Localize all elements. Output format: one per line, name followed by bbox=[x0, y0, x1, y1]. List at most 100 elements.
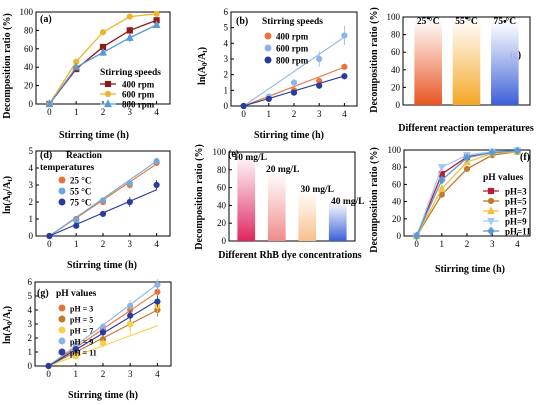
panel-a-xlabel: Stirring time (h) bbox=[59, 130, 129, 141]
panel-a-point bbox=[126, 13, 133, 20]
panel-b-point bbox=[341, 73, 348, 80]
panel-c-bar-label: 25 °C bbox=[417, 16, 440, 27]
panel-c-bar bbox=[491, 21, 519, 105]
panel-g-xtick-label: 3 bbox=[128, 369, 133, 379]
panel-b-xtick-label: 0 bbox=[241, 109, 246, 119]
panel-f-point bbox=[463, 153, 471, 163]
panel-g-xtick-label: 2 bbox=[101, 369, 106, 379]
panel-b-xtick-label: 3 bbox=[317, 109, 322, 119]
panel-d-ylabel: ln(A0/At) bbox=[2, 176, 14, 214]
panel-d-xlabel: Stirring time (h) bbox=[67, 260, 137, 271]
panel-d-ytick-label: 4 bbox=[29, 163, 34, 173]
panel-f-legend-label: pH=11 bbox=[505, 227, 531, 237]
panel-d-point bbox=[99, 197, 107, 204]
panel-f-legend: pH=3pH=5pH=7pH=9pH=11 bbox=[483, 187, 531, 237]
panel-f-legend-marker bbox=[487, 197, 495, 205]
panel-d-legend-label: 25 °C bbox=[70, 176, 91, 186]
panel-g-legend-title: pH values bbox=[56, 289, 97, 299]
panel-e-bar-label: 30 mg/L bbox=[300, 185, 334, 195]
panel-g-ytick-label: 6 bbox=[28, 277, 33, 287]
panel-g-ytick-label: 2 bbox=[28, 333, 33, 343]
panel-f-legend-marker bbox=[487, 187, 495, 195]
panel-a-ytick-label: 80 bbox=[24, 25, 34, 35]
panel-d-ytick-label: 2 bbox=[29, 197, 34, 207]
panel-b-ylabel-main: ln(A bbox=[197, 65, 208, 85]
panel-f-xtick-label: 0 bbox=[414, 239, 419, 249]
panel-b-ytick-label: 4 bbox=[224, 38, 229, 48]
panel-g-ylabel-mid: /A bbox=[2, 311, 13, 323]
panel-b-ylabel-subt: t bbox=[201, 50, 209, 53]
panel-d-ytick-label: 0 bbox=[29, 231, 34, 241]
panel-e-axes: 0 20 40 60 80 100 bbox=[213, 147, 356, 246]
panel-b-axes: 0 1 2 3 4 5 6 0 1 2 3 4 bbox=[224, 7, 358, 119]
panel-g-xtick-label: 0 bbox=[46, 369, 51, 379]
panel-b-point bbox=[290, 89, 298, 96]
panel-c-bar-label: 55 °C bbox=[455, 16, 478, 27]
panel-b-xtick-label: 2 bbox=[292, 109, 297, 119]
panel-g-point bbox=[127, 320, 134, 328]
panel-e-ytick-label: 0 bbox=[222, 236, 227, 246]
panel-d-legend: 25 °C55 °C75 °C bbox=[58, 176, 91, 208]
panel-b-point bbox=[341, 32, 348, 39]
panel-d-point bbox=[73, 222, 80, 229]
panel-d-legend-marker bbox=[58, 198, 66, 206]
panel-f-legend-marker bbox=[487, 226, 495, 236]
panel-f-xtick-label: 3 bbox=[490, 239, 495, 249]
panel-c-ytick-label: 100 bbox=[387, 12, 401, 22]
panel-b-point bbox=[265, 95, 272, 103]
panel-g-xtick-label: 1 bbox=[74, 369, 79, 379]
panel-d: ln(A0/At) Stirring time (h) (d) Reaction… bbox=[2, 150, 137, 271]
panel-g-legend-marker bbox=[58, 337, 66, 345]
panel-e-xlabel: Different RhB dye concentrations bbox=[218, 250, 362, 261]
panel-f-point bbox=[463, 165, 471, 173]
panel-a-point bbox=[99, 47, 107, 56]
panel-a-ytick-label: 0 bbox=[29, 99, 34, 109]
panel-e-bars: 10 mg/L 20 mg/L30 mg/L 40 mg/L bbox=[233, 153, 365, 241]
panel-d-axes: 0 1 2 3 4 5 0 1 2 3 4 bbox=[29, 146, 171, 249]
panel-d-ytick-label: 5 bbox=[29, 146, 34, 156]
panel-c-bars: 25 °C 55 °C 75 °C bbox=[414, 16, 519, 106]
panel-g-ylabel: ln(A0/At) bbox=[2, 306, 14, 344]
panel-g: ln(A0/At) Stirring time (h) (g) pH value… bbox=[2, 288, 138, 401]
panel-f-legend-marker bbox=[487, 217, 495, 226]
panel-g-legend-label: pH = 11 bbox=[70, 349, 97, 358]
panel-f-point bbox=[412, 231, 421, 241]
panel-a-point bbox=[126, 27, 133, 34]
panel-g-ytick-label: 0 bbox=[28, 361, 33, 371]
panel-g-point bbox=[127, 302, 134, 309]
panel-c-ylabel: Decomposition ratio (%) bbox=[369, 7, 380, 113]
panel-g-series bbox=[45, 279, 161, 370]
panel-b: ln(A0/At) Stirring time (h) (b) Stirring… bbox=[197, 16, 324, 141]
panel-b-ytick-label: 1 bbox=[224, 85, 229, 95]
panel-a-xtick-label: 0 bbox=[47, 107, 52, 117]
panel-g-legend-label: pH = 3 bbox=[70, 305, 93, 314]
panel-b-point bbox=[316, 82, 323, 89]
panel-d-series bbox=[46, 157, 160, 240]
panel-f: Decomposition ratio (%) Stirring time (h… bbox=[369, 147, 530, 275]
panel-f-ylabel: Decomposition ratio (%) bbox=[369, 147, 380, 253]
panel-b-fit-line bbox=[243, 66, 345, 107]
panel-g-ylabel-sub0: 0 bbox=[6, 321, 14, 325]
panel-d-ylabel-sub0: 0 bbox=[6, 191, 14, 195]
panel-a-label: (a) bbox=[40, 14, 52, 25]
panel-b-legend: 400 rpm 600 rpm 800 rpm bbox=[264, 32, 309, 66]
panel-g-axes: 0 1 2 3 4 5 6 0 1 2 3 4 bbox=[28, 277, 172, 379]
panel-a-legend-label: 400 rpm bbox=[122, 80, 155, 90]
panel-e-ytick-label: 40 bbox=[217, 200, 227, 210]
panel-f-point bbox=[437, 183, 446, 192]
panel-d-legend-marker bbox=[58, 176, 66, 184]
panel-d-point bbox=[46, 232, 53, 240]
panel-g-legend-marker bbox=[58, 315, 66, 323]
panel-f-axes: 0 20 40 60 80 100 0 1 2 3 4 bbox=[388, 145, 531, 249]
panel-a-xtick-label: 2 bbox=[101, 107, 106, 117]
panel-d-ylabel-end: ) bbox=[2, 176, 13, 179]
panel-d-xtick-label: 1 bbox=[74, 239, 79, 249]
panel-f-point bbox=[488, 148, 496, 157]
panel-b-legend-label: 600 rpm bbox=[276, 44, 309, 54]
panel-e-bar bbox=[328, 200, 347, 241]
panel-b-point bbox=[240, 102, 247, 110]
panel-b-legend-marker bbox=[264, 32, 272, 40]
panel-b-fit-line bbox=[243, 36, 345, 107]
